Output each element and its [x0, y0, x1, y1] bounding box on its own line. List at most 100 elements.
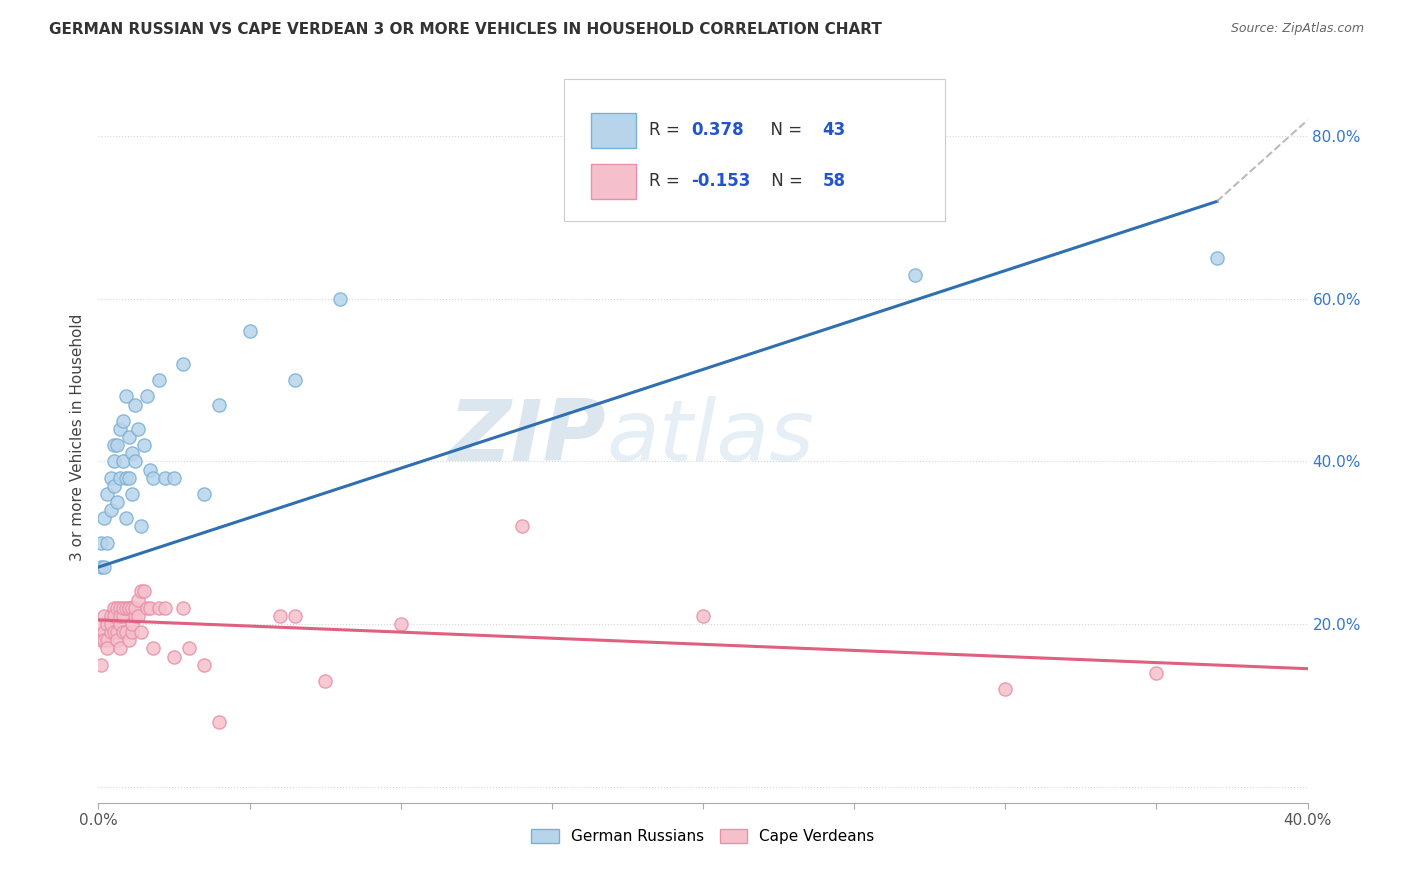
Point	[111, 608, 134, 623]
Text: atlas: atlas	[606, 395, 814, 479]
Point	[124, 600, 146, 615]
Point	[103, 608, 125, 623]
Point	[114, 389, 136, 403]
Point	[1144, 665, 1167, 680]
Text: R =: R =	[648, 172, 685, 190]
Point	[127, 422, 149, 436]
Point	[93, 560, 115, 574]
Point	[124, 398, 146, 412]
Point	[118, 633, 141, 648]
Point	[129, 625, 152, 640]
Point	[139, 462, 162, 476]
Point	[153, 471, 176, 485]
Point	[135, 600, 157, 615]
Point	[329, 292, 352, 306]
Point	[142, 471, 165, 485]
Point	[193, 657, 215, 672]
Point	[132, 584, 155, 599]
Point	[100, 471, 122, 485]
Point	[114, 511, 136, 525]
Point	[389, 617, 412, 632]
Point	[108, 600, 131, 615]
Text: Source: ZipAtlas.com: Source: ZipAtlas.com	[1230, 22, 1364, 36]
Y-axis label: 3 or more Vehicles in Household: 3 or more Vehicles in Household	[70, 313, 86, 561]
Point	[93, 625, 115, 640]
Point	[103, 454, 125, 468]
Point	[208, 714, 231, 729]
Point	[103, 479, 125, 493]
Text: 0.378: 0.378	[690, 121, 744, 139]
Point	[994, 681, 1017, 696]
Point	[124, 608, 146, 623]
Point	[127, 608, 149, 623]
Point	[129, 519, 152, 533]
Point	[90, 560, 112, 574]
Point	[179, 641, 201, 656]
FancyBboxPatch shape	[564, 78, 945, 221]
Point	[148, 373, 170, 387]
Point	[96, 535, 118, 549]
Point	[172, 600, 194, 615]
Point	[114, 625, 136, 640]
Point	[114, 471, 136, 485]
Point	[904, 268, 927, 282]
Point	[108, 617, 131, 632]
Point	[103, 438, 125, 452]
Legend: German Russians, Cape Verdeans: German Russians, Cape Verdeans	[526, 822, 880, 850]
Point	[172, 357, 194, 371]
Bar	[591, 113, 637, 148]
Text: R =: R =	[648, 121, 685, 139]
Point	[510, 519, 533, 533]
Point	[142, 641, 165, 656]
Point	[90, 657, 112, 672]
Point	[121, 487, 143, 501]
Point	[129, 584, 152, 599]
Text: N =: N =	[766, 172, 808, 190]
Point	[239, 325, 262, 339]
Text: ZIP: ZIP	[449, 395, 606, 479]
Point	[269, 608, 291, 623]
Point	[124, 454, 146, 468]
Point	[93, 633, 115, 648]
Point	[284, 608, 307, 623]
Point	[103, 625, 125, 640]
Point	[111, 625, 134, 640]
Point	[108, 422, 131, 436]
Point	[100, 625, 122, 640]
Point	[121, 600, 143, 615]
Point	[96, 633, 118, 648]
Point	[111, 414, 134, 428]
Point	[121, 446, 143, 460]
Point	[118, 430, 141, 444]
Point	[121, 625, 143, 640]
Text: 43: 43	[823, 121, 846, 139]
Point	[163, 649, 186, 664]
Text: -0.153: -0.153	[690, 172, 751, 190]
Point	[100, 617, 122, 632]
Text: 58: 58	[823, 172, 845, 190]
Point	[692, 608, 714, 623]
Point	[100, 503, 122, 517]
Point	[284, 373, 307, 387]
Point	[1206, 252, 1229, 266]
Point	[90, 535, 112, 549]
Point	[105, 600, 128, 615]
Point	[193, 487, 215, 501]
Point	[132, 438, 155, 452]
Text: N =: N =	[759, 121, 807, 139]
Point	[103, 600, 125, 615]
Point	[105, 625, 128, 640]
Point	[111, 454, 134, 468]
Bar	[591, 164, 637, 200]
Point	[105, 633, 128, 648]
Point	[208, 398, 231, 412]
Point	[111, 600, 134, 615]
Point	[100, 608, 122, 623]
Text: GERMAN RUSSIAN VS CAPE VERDEAN 3 OR MORE VEHICLES IN HOUSEHOLD CORRELATION CHART: GERMAN RUSSIAN VS CAPE VERDEAN 3 OR MORE…	[49, 22, 882, 37]
Point	[114, 600, 136, 615]
Point	[118, 600, 141, 615]
Point	[93, 608, 115, 623]
Point	[135, 389, 157, 403]
Point	[163, 471, 186, 485]
Point	[90, 617, 112, 632]
